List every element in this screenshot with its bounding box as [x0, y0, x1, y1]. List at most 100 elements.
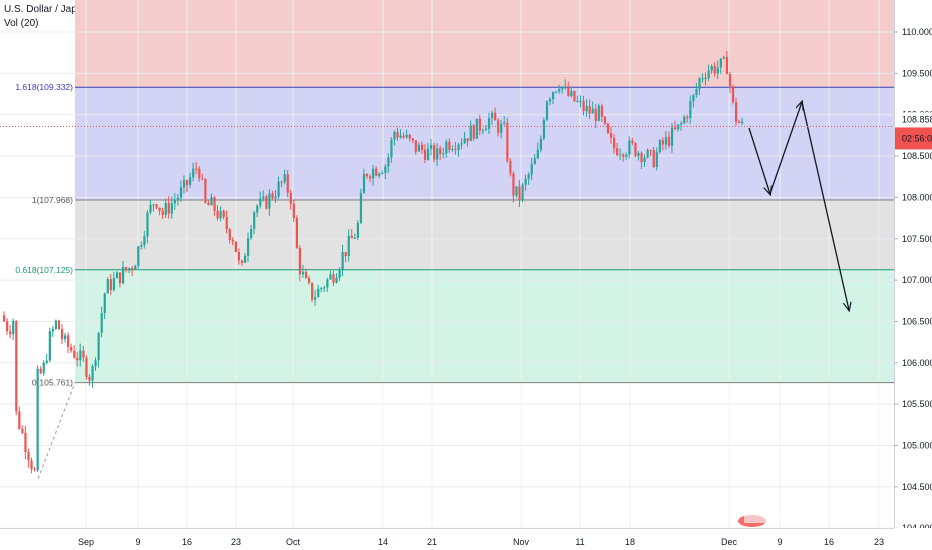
candle-body	[570, 90, 573, 96]
candle-body	[423, 150, 427, 160]
candle-body	[48, 331, 51, 361]
candle-body	[594, 108, 597, 121]
volume-indicator-label[interactable]: Vol (20)	[4, 18, 39, 29]
projection-arrow[interactable]	[748, 127, 770, 194]
candle-body	[225, 216, 228, 230]
time-tick-label: 18	[625, 537, 635, 547]
candle-body	[280, 181, 283, 183]
candle-body	[481, 130, 485, 132]
candle-body	[350, 235, 353, 239]
candle-body	[622, 154, 625, 157]
candle-body	[420, 144, 424, 151]
candle-body	[555, 91, 558, 93]
zone-1-1618	[75, 87, 894, 201]
fib-label: 1(107.968)	[32, 195, 73, 205]
candle-body	[320, 288, 323, 290]
candle-body	[741, 121, 744, 124]
candle-body	[149, 204, 152, 213]
candle-body	[652, 150, 655, 168]
candle-body	[57, 320, 61, 330]
countdown-badge	[895, 127, 932, 150]
candle-body	[42, 362, 45, 374]
candle-body	[33, 469, 36, 471]
candle-body	[436, 148, 439, 160]
candle-body	[125, 267, 128, 271]
projection-arrow[interactable]	[801, 101, 849, 310]
candle-body	[735, 102, 738, 122]
candle-body	[54, 320, 58, 329]
candle-body	[192, 168, 195, 178]
candle-body	[198, 168, 201, 179]
candle-body	[564, 86, 567, 88]
candle-body	[143, 236, 146, 246]
candle-body	[378, 173, 381, 176]
candle-body	[146, 212, 149, 237]
candle-body	[182, 180, 186, 188]
candle-body	[716, 67, 719, 74]
candle-body	[451, 149, 454, 151]
candle-body	[152, 204, 155, 206]
candle-body	[100, 313, 103, 333]
candle-body	[106, 279, 109, 294]
candle-body	[426, 148, 430, 160]
fib-anchor-trendline[interactable]	[37, 382, 76, 479]
candle-body	[179, 187, 183, 198]
candle-body	[579, 100, 582, 102]
candle-body	[585, 106, 588, 112]
candle-body	[576, 100, 579, 102]
candle-body	[399, 135, 402, 138]
candle-body	[430, 144, 433, 149]
candle-body	[70, 346, 73, 351]
candle-body	[524, 178, 527, 185]
fib-label: 0.618(107.125)	[15, 265, 73, 275]
candle-body	[365, 173, 369, 177]
candle-body	[3, 315, 6, 322]
candle-body	[582, 100, 585, 112]
candle-body	[664, 136, 668, 145]
price-axis[interactable]: 110.000109.500109.000108.500108.000107.5…	[894, 0, 932, 550]
candle-body	[387, 157, 390, 167]
candle-body	[491, 112, 494, 119]
candle-body	[710, 66, 713, 71]
candle-body	[646, 149, 649, 158]
candle-body	[494, 112, 497, 121]
candle-body	[253, 212, 256, 229]
candle-body	[521, 184, 524, 200]
candle-body	[509, 160, 512, 174]
candle-body	[698, 78, 701, 89]
candle-body	[131, 268, 134, 271]
candle-body	[460, 143, 463, 145]
candle-body	[250, 228, 253, 239]
projection-arrows[interactable]	[748, 101, 849, 310]
candle-body	[332, 274, 335, 283]
candle-body	[719, 58, 722, 68]
time-axis[interactable]: Sep 9 16 23 Oct 14 21 Nov 11 18 Dec 9 16 23	[0, 528, 932, 550]
candle-body	[109, 279, 112, 290]
candle-body	[661, 140, 664, 145]
candle-body	[94, 360, 97, 367]
candle-body	[500, 123, 503, 133]
candle-body	[60, 329, 64, 340]
candle-body	[97, 332, 100, 361]
zone-0-0618	[75, 269, 894, 383]
candle-body	[539, 138, 542, 150]
candle-body	[667, 136, 671, 146]
candle-body	[271, 193, 274, 199]
candle-body	[472, 125, 475, 139]
candle-body	[448, 141, 451, 150]
projection-arrow[interactable]	[769, 102, 802, 195]
candle-body	[411, 138, 414, 141]
price-tick-label: 106.500	[902, 316, 932, 326]
candle-body	[704, 78, 707, 80]
candle-body	[292, 203, 295, 219]
candle-body	[670, 127, 674, 146]
candle-body	[115, 272, 119, 279]
candle-body	[167, 202, 170, 214]
candle-body	[216, 210, 219, 219]
candle-body	[311, 282, 314, 300]
candle-body	[603, 116, 607, 124]
candle-body	[341, 251, 344, 270]
candle-body	[649, 149, 652, 151]
time-tick-label: 23	[231, 537, 241, 547]
